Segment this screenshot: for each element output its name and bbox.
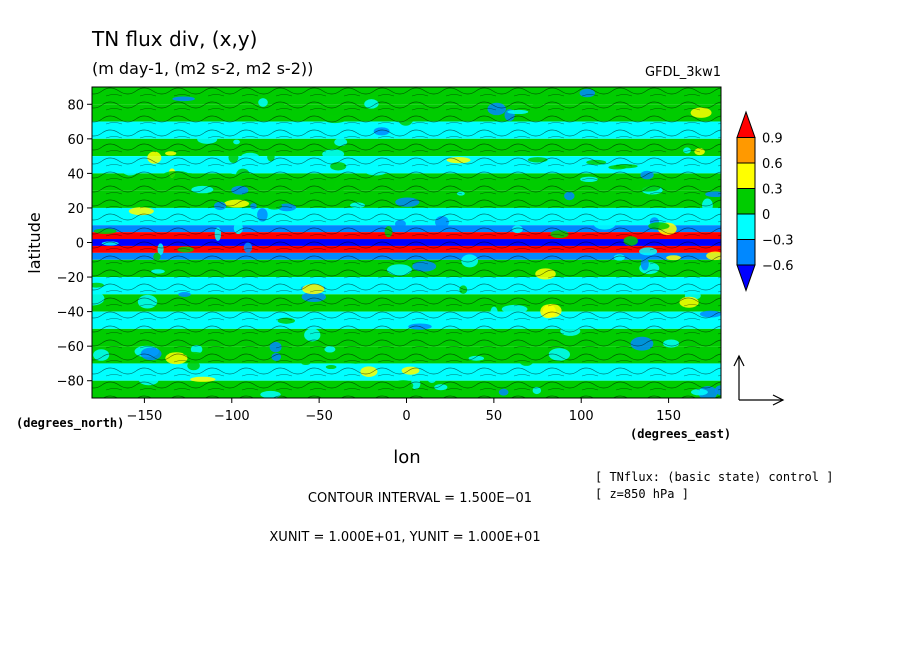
x-tick-label: −50 xyxy=(305,409,332,424)
colorbar-label: 0.3 xyxy=(762,183,783,198)
y-tick-label: −60 xyxy=(57,340,84,355)
info-line-1: [ TNflux: (basic state) control ] xyxy=(595,470,833,484)
plot-area xyxy=(92,87,721,398)
colorbar-swatch xyxy=(736,239,756,266)
colorbar-swatch xyxy=(736,137,756,164)
model-label: GFDL_3kw1 xyxy=(645,65,721,80)
colorbar-label: −0.3 xyxy=(762,234,794,249)
colorbar-label: −0.6 xyxy=(762,259,794,274)
contour-lines xyxy=(92,87,721,398)
x-tick-label: −100 xyxy=(214,409,250,424)
colorbar-label: 0 xyxy=(762,208,770,223)
colorbar: 0.9 0.6 0.3 0 −0.3 −0.6 xyxy=(736,110,794,293)
y-tick-label: −40 xyxy=(57,306,84,321)
y-tick-label: 0 xyxy=(76,237,84,252)
x-tick-label: 0 xyxy=(402,409,410,424)
y-tick-label: −80 xyxy=(57,375,84,390)
chart-title: TN flux div, (x,y) xyxy=(91,27,257,51)
x-axis-label: lon xyxy=(393,447,420,468)
y-axis-label: latitude xyxy=(25,212,44,273)
vector-reference-arrow xyxy=(733,354,785,406)
x-axis: −150 −100 −50 0 50 100 150 xyxy=(127,398,681,424)
y-tick-label: 80 xyxy=(67,98,84,113)
colorbar-label: 0.9 xyxy=(762,132,783,147)
y-tick-label: 40 xyxy=(67,167,84,182)
y-tick-label: 60 xyxy=(67,133,84,148)
contour-interval: CONTOUR INTERVAL = 1.500E−01 xyxy=(308,491,532,506)
y-tick-label: 20 xyxy=(67,202,84,217)
y-tick-label: −20 xyxy=(57,271,84,286)
colorbar-bottom-arrow xyxy=(736,264,756,293)
x-tick-label: −150 xyxy=(127,409,163,424)
colorbar-swatch xyxy=(736,162,756,189)
x-tick-label: 100 xyxy=(569,409,594,424)
colorbar-swatch xyxy=(736,213,756,240)
info-line-2: [ z=850 hPa ] xyxy=(595,487,689,501)
colorbar-swatch xyxy=(736,188,756,215)
x-units-label: (degrees_east) xyxy=(630,427,731,442)
y-units-label: (degrees_north) xyxy=(16,416,124,431)
x-tick-label: 50 xyxy=(486,409,503,424)
y-axis: 80 60 40 20 0 −20 −40 −60 −80 xyxy=(57,98,92,390)
chart-subtitle: (m day-1, (m2 s-2, m2 s-2)) xyxy=(92,59,313,78)
unit-info: XUNIT = 1.000E+01, YUNIT = 1.000E+01 xyxy=(269,530,540,545)
x-tick-label: 150 xyxy=(656,409,681,424)
colorbar-top-arrow xyxy=(736,110,756,138)
colorbar-label: 0.6 xyxy=(762,157,783,172)
